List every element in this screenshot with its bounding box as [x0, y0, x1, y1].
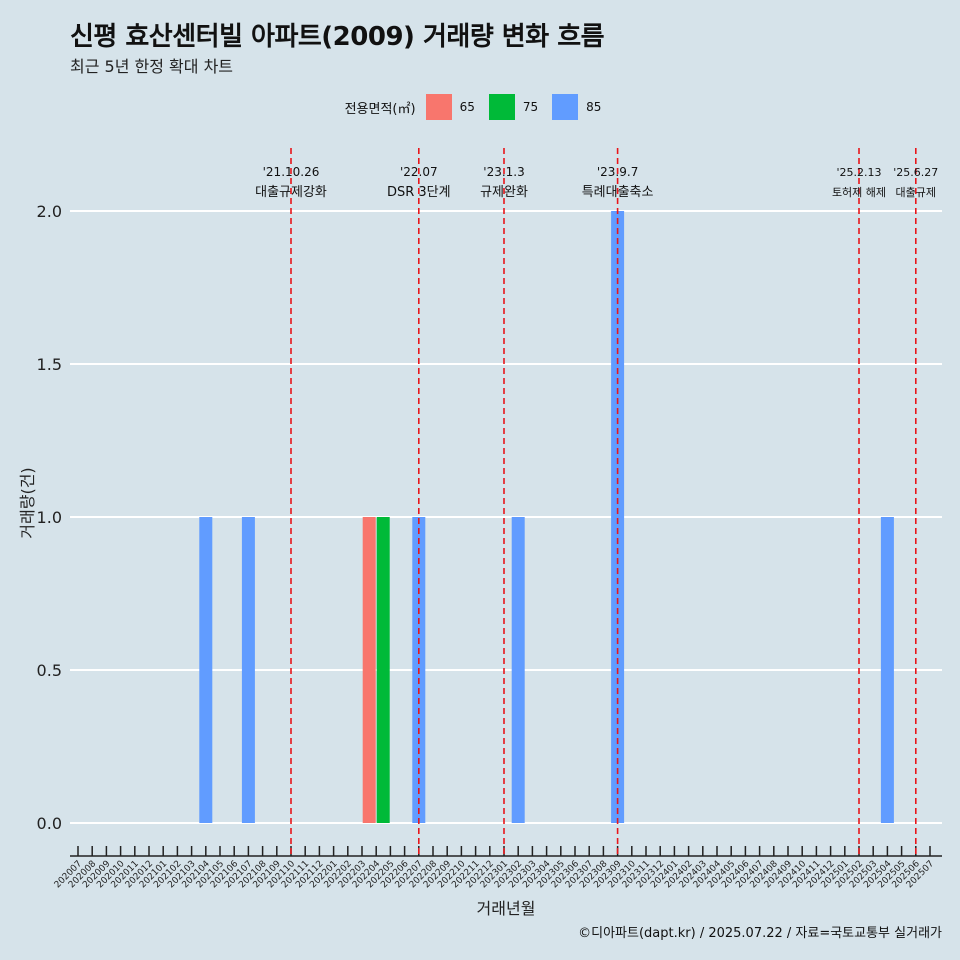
bar-85-202107 — [241, 517, 255, 823]
legend-item-75: 75 — [488, 94, 544, 120]
bar-85-202302 — [511, 517, 525, 823]
legend-swatch-75 — [488, 94, 515, 120]
bar-85-202104 — [199, 517, 213, 823]
legend: 전용면적(㎡) 65 75 85 — [0, 92, 960, 122]
bar-75-202204 — [376, 517, 390, 823]
chart-title: 신평 효산센터빌 아파트(2009) 거래량 변화 흐름 — [70, 22, 605, 52]
y-tick-label: 0.0 — [37, 814, 62, 833]
source-caption: ©디아파트(dapt.kr) / 2025.07.22 / 자료=국토교통부 실… — [578, 926, 942, 941]
bar-65-202204 — [362, 517, 376, 823]
legend-swatch-65 — [425, 94, 452, 120]
event-text-label: 토허제 해제 — [832, 185, 886, 199]
legend-title: 전용면적(㎡) — [344, 101, 416, 117]
y-tick-label: 1.0 — [37, 508, 62, 527]
chart-subtitle: 최근 5년 한정 확대 차트 — [70, 57, 234, 76]
legend-item-65: 65 — [425, 94, 481, 120]
event-text-label: 특례대출축소 — [582, 185, 654, 200]
bar-85-202309 — [611, 211, 625, 823]
event-date-label: '23.9.7 — [597, 165, 638, 179]
y-axis-title: 거래량(건) — [18, 467, 37, 538]
event-date-label: '22.07 — [400, 165, 438, 179]
event-text-label: 대출규제 — [896, 186, 936, 199]
legend-label-75: 75 — [522, 100, 539, 114]
legend-label-65: 65 — [459, 100, 475, 114]
event-text-label: 규제완화 — [480, 185, 528, 200]
event-date-label: '25.2.13 — [836, 166, 881, 179]
event-date-label: '21.10.26 — [263, 165, 320, 179]
y-tick-label: 1.5 — [37, 355, 62, 374]
event-date-label: '23.1.3 — [483, 165, 524, 179]
legend-item-85: 85 — [552, 94, 607, 120]
event-text-label: DSR 3단계 — [387, 185, 451, 200]
legend-label-85: 85 — [586, 100, 602, 114]
event-text-label: 대출규제강화 — [255, 185, 327, 200]
x-axis-title: 거래년월 — [477, 899, 536, 918]
event-date-label: '25.6.27 — [893, 166, 938, 179]
y-tick-label: 0.5 — [37, 661, 62, 680]
y-tick-label: 2.0 — [37, 202, 62, 221]
bar-85-202504 — [880, 517, 894, 823]
legend-swatch-85 — [552, 94, 579, 120]
